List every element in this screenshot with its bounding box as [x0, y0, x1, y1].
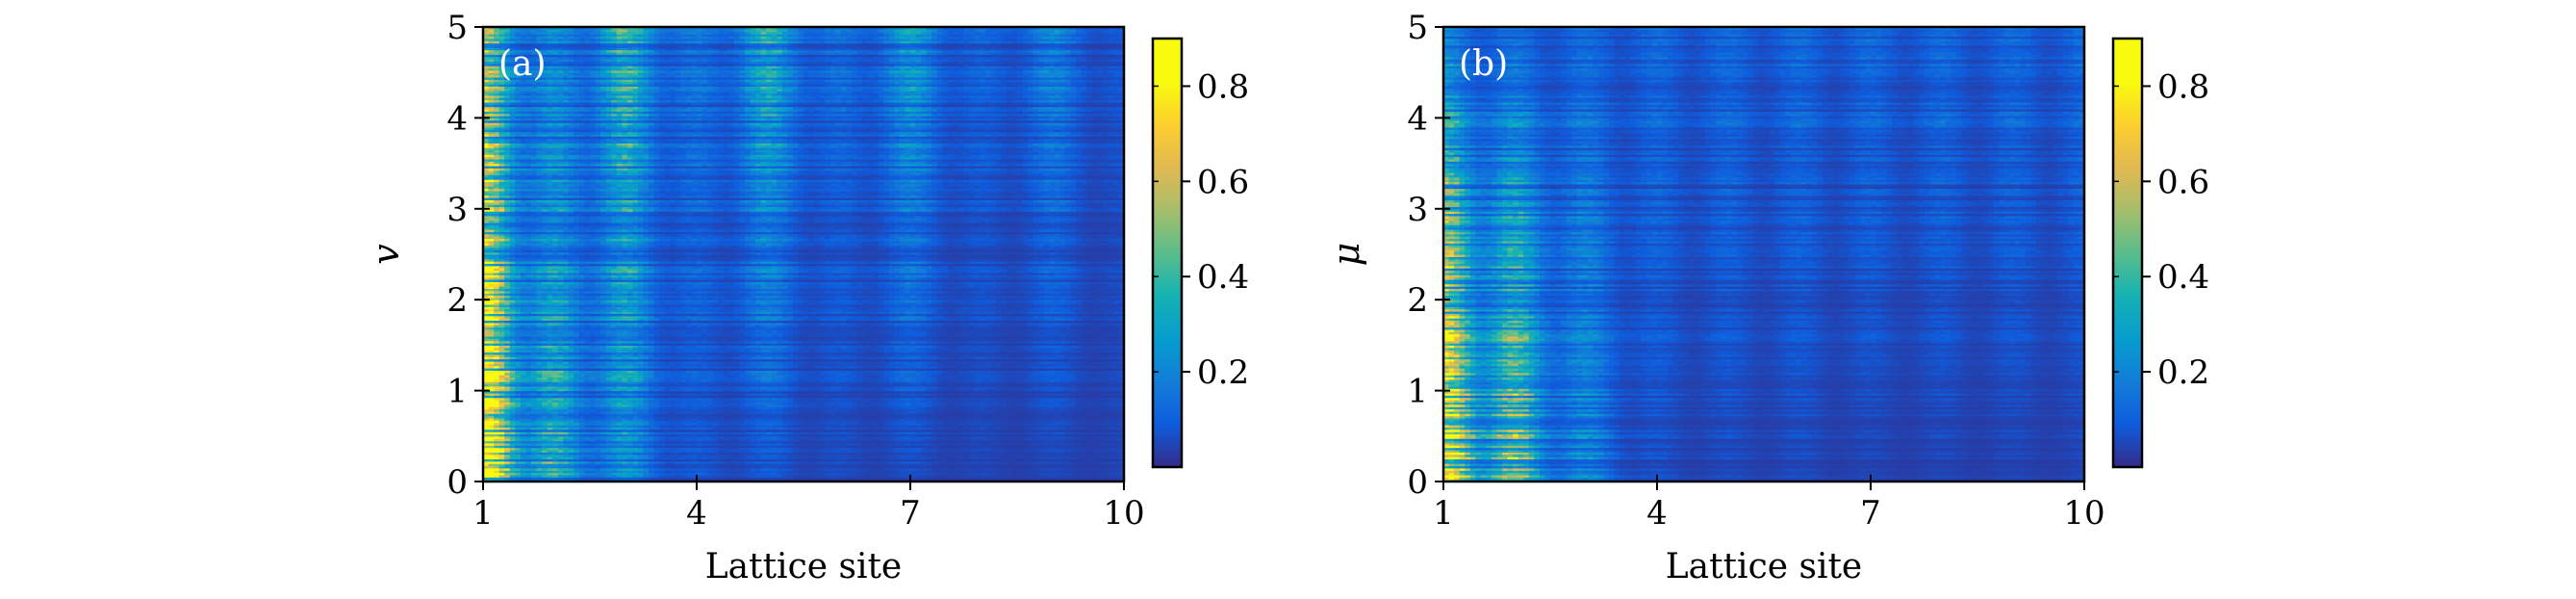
heatmap-cells [483, 27, 1125, 482]
